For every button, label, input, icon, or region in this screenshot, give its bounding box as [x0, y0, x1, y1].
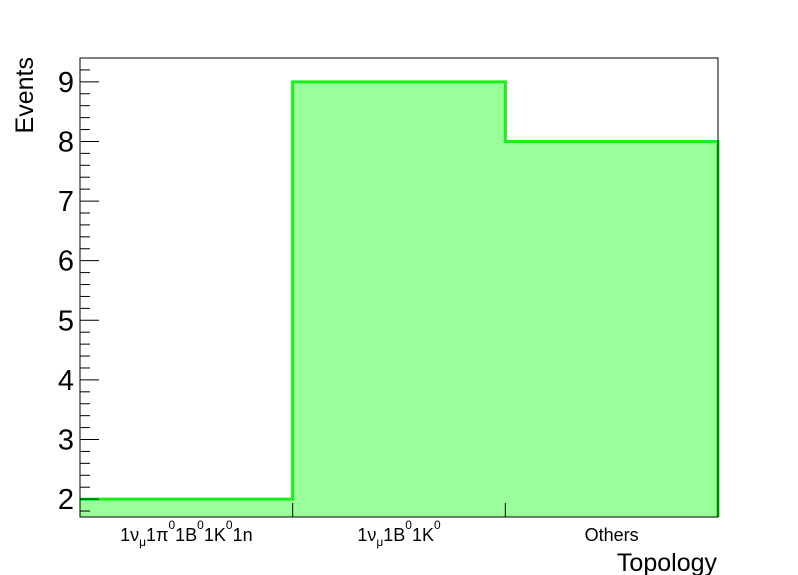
y-tick-label: 8: [58, 126, 74, 158]
x-category-label-2: 1νμ1B01K0: [357, 518, 441, 549]
bar-2: [292, 81, 506, 518]
y-tick-label: 9: [58, 67, 74, 99]
y-tick-label: 5: [58, 305, 74, 337]
bars-layer: [80, 80, 720, 518]
category-label-part: μ: [139, 535, 146, 549]
category-label-part: 1K: [412, 525, 434, 545]
x-axis-title: Topology: [617, 549, 718, 575]
category-label-part: 0: [226, 518, 233, 532]
category-label-part: 1B: [383, 525, 405, 545]
category-label-part: 1K: [204, 525, 226, 545]
category-label-part: 1B: [175, 525, 197, 545]
category-label-part: 1ν: [357, 525, 376, 545]
category-label-part: 0: [168, 518, 175, 532]
x-category-label-1: 1νμ1π01B01K01n: [120, 518, 253, 549]
category-label-part: 0: [197, 518, 204, 532]
category-label-part: 1π: [146, 525, 168, 545]
plot-frame: [79, 57, 719, 518]
y-tick-label: 3: [58, 425, 74, 457]
bar-1: [80, 499, 293, 517]
y-tick-label: 6: [58, 246, 74, 278]
bar-3: [505, 141, 718, 518]
category-label-part: 1ν: [120, 525, 139, 545]
y-tick-label: 2: [58, 484, 74, 516]
y-tick-label: 4: [58, 365, 74, 397]
category-label-part: 0: [405, 518, 412, 532]
category-label-part: 0: [434, 518, 441, 532]
y-tick-label: 7: [58, 186, 74, 218]
category-label-part: μ: [376, 535, 383, 549]
category-label-part: 1n: [233, 525, 253, 545]
category-label-part: Others: [585, 525, 639, 545]
x-category-label-3: Others: [585, 525, 639, 545]
ticks-layer: [80, 57, 506, 517]
y-axis-title: Events: [11, 57, 39, 133]
